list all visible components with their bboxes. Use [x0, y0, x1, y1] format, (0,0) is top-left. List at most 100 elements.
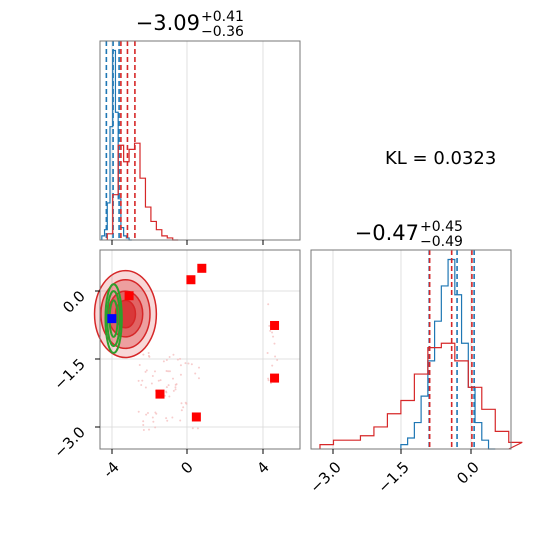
sample-point — [165, 386, 168, 389]
right-xtick-label-neg3: −3.0 — [306, 458, 344, 496]
right-marginal-panel: −3.0 −1.5 0.0 −0.47 +0.45 −0.49 — [306, 219, 523, 497]
sample-point — [179, 357, 182, 360]
sample-point — [267, 377, 270, 380]
sample-point — [142, 428, 145, 431]
sample-point — [180, 402, 183, 405]
sample-point — [167, 384, 170, 387]
sample-point — [168, 395, 171, 398]
right-title-minus: −0.49 — [420, 234, 463, 250]
top-histograms — [101, 41, 179, 241]
sample-point — [174, 386, 177, 389]
contour-1-level-0 — [104, 283, 123, 354]
joint-ytick-label-neg3: −3.0 — [50, 423, 88, 461]
contour-1-level-1 — [106, 290, 121, 348]
sample-point — [184, 362, 187, 365]
sample-point — [142, 423, 145, 426]
top-hist-series-1 — [106, 142, 179, 241]
sample-point — [150, 382, 153, 385]
joint-ytick-label-neg1.5: −1.5 — [50, 355, 88, 393]
sample-point — [151, 416, 154, 419]
sample-point — [144, 370, 147, 373]
sample-point — [168, 370, 171, 373]
right-panel-title: −0.47 — [355, 221, 419, 245]
sample-point — [152, 420, 155, 423]
sample-point — [184, 401, 187, 404]
sample-point — [142, 420, 145, 423]
sample-point — [196, 427, 199, 430]
joint-marks — [93, 263, 280, 431]
sample-point — [138, 363, 141, 366]
right-xtick-label-neg1.5: −1.5 — [374, 458, 412, 496]
sample-point — [153, 370, 156, 373]
sample-point — [165, 390, 168, 393]
sample-point — [180, 409, 183, 412]
blue-square-marker — [107, 314, 117, 324]
sample-point — [272, 335, 275, 338]
sample-point — [145, 413, 148, 416]
sample-point — [154, 426, 157, 429]
sample-point — [171, 377, 174, 380]
sample-point — [154, 411, 157, 414]
sample-point — [162, 360, 165, 363]
sample-point — [187, 362, 190, 365]
sample-point — [148, 428, 151, 431]
sample-point — [147, 354, 150, 357]
sample-point — [194, 372, 197, 375]
sample-point — [141, 379, 144, 382]
right-hist-series-0 — [400, 258, 496, 450]
sample-point — [167, 370, 170, 373]
sample-point — [142, 353, 145, 356]
sample-point — [267, 379, 270, 382]
right-hist-series-1 — [319, 342, 523, 450]
sample-point — [190, 363, 193, 366]
sample-point — [191, 427, 194, 430]
sample-point — [268, 324, 271, 327]
top-title-plus: +0.41 — [201, 9, 244, 25]
kl-label: KL = 0.0323 — [385, 148, 496, 169]
sample-point — [179, 373, 182, 376]
sample-point — [266, 351, 269, 354]
joint-panel: -4 0 4 0.0 −1.5 −3.0 — [50, 249, 301, 481]
sample-point — [176, 358, 179, 361]
sample-point — [140, 383, 143, 386]
sample-point — [271, 364, 274, 367]
sample-point — [144, 386, 147, 389]
joint-xtick-label-neg4: -4 — [100, 458, 123, 481]
right-xtick-label-0: 0.0 — [453, 458, 483, 488]
sample-point — [179, 419, 182, 422]
sample-point — [174, 388, 177, 391]
sample-point — [267, 303, 270, 306]
right-title-plus: +0.45 — [420, 219, 463, 235]
joint-xtick-label-4: 4 — [253, 458, 272, 477]
red-square-marker-1 — [186, 275, 196, 285]
red-square-marker-2 — [197, 263, 207, 273]
sample-point — [168, 355, 171, 358]
sample-point — [182, 406, 185, 409]
sample-point — [179, 364, 182, 367]
sample-point — [157, 379, 160, 382]
sample-point — [137, 410, 140, 413]
red-square-marker-6 — [191, 412, 201, 422]
sample-point — [273, 342, 276, 345]
joint-ytick-label-0: 0.0 — [59, 287, 89, 317]
red-square-marker-4 — [270, 373, 280, 383]
sample-point — [147, 352, 150, 355]
sample-point — [276, 359, 279, 362]
sample-point — [274, 355, 277, 358]
right-histograms — [319, 250, 523, 450]
red-square-marker-3 — [270, 320, 280, 330]
sample-point — [197, 377, 200, 380]
sample-point — [165, 358, 168, 361]
sample-point — [151, 374, 154, 377]
sample-point — [165, 370, 168, 373]
sample-point — [165, 417, 168, 420]
sample-point — [271, 331, 274, 334]
sample-point — [171, 416, 174, 419]
sample-point — [159, 379, 162, 382]
sample-point — [197, 366, 200, 369]
red-square-marker-0 — [124, 291, 134, 301]
sample-point — [172, 353, 175, 356]
sample-point — [269, 382, 272, 385]
top-panel-frame — [99, 40, 301, 241]
